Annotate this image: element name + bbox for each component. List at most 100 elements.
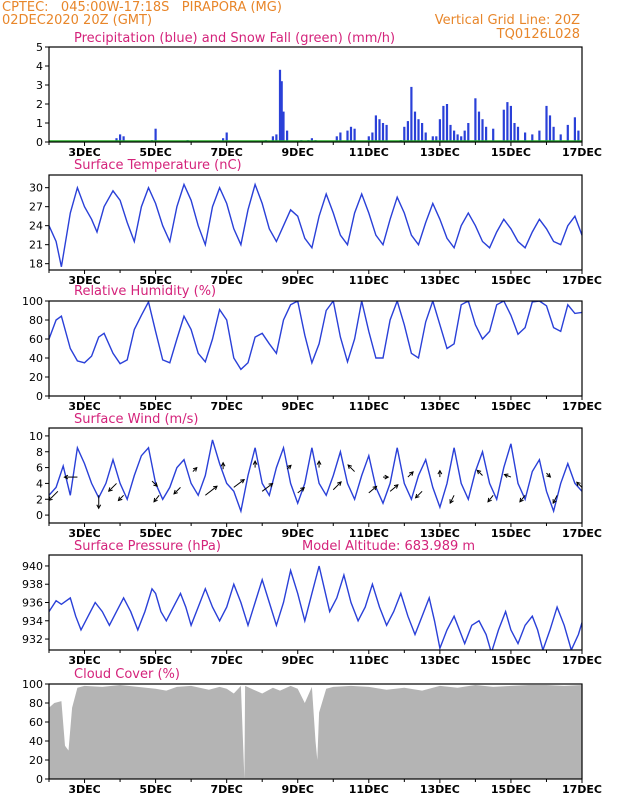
wind-vector-12: [252, 460, 258, 468]
wind-vector-shaft: [261, 483, 273, 492]
wind-vector-shaft: [233, 479, 245, 488]
wind-vector-shaft: [118, 494, 124, 501]
temperature-xtick-label: 7DEC: [210, 274, 242, 287]
pressure-xtick-label: 13DEC: [420, 654, 460, 667]
wind-vector-21: [389, 484, 399, 492]
precip-bar-0: [115, 138, 118, 142]
precip-bar-20: [339, 132, 342, 142]
temperature-xtick-label: 15DEC: [491, 274, 531, 287]
precip-bar-39: [435, 136, 438, 142]
pressure-xtick-label: 11DEC: [349, 654, 389, 667]
wind-vector-16: [316, 460, 322, 468]
wind-vector-head: [414, 493, 420, 499]
precip-xtick-label: 9DEC: [282, 146, 314, 159]
precip-bar-61: [538, 130, 541, 142]
pressure-xtick-label: 17DEC: [562, 654, 602, 667]
header-grid-note: Vertical Grid Line: 20Z: [434, 13, 580, 28]
precip-bar-11: [278, 69, 282, 142]
wind-vector-18: [347, 464, 355, 472]
precip-bar-57: [513, 123, 516, 142]
precip-bar-38: [431, 136, 434, 142]
wind-ytick-label: 4: [36, 477, 43, 490]
precip-bar-59: [524, 132, 527, 142]
precip-bar-32: [406, 121, 409, 142]
wind-vector-19: [368, 485, 378, 494]
humidity-ytick-label: 60: [29, 333, 43, 346]
wind-vector-shaft: [476, 469, 483, 476]
temperature-series-line: [49, 182, 582, 267]
wind-vector-shaft: [576, 481, 582, 488]
precip-panel: Precipitation (blue) and Snow Fall (gree…: [36, 31, 602, 159]
cloud-xtick-label: 15DEC: [491, 783, 531, 796]
wind-vector-head: [213, 485, 218, 491]
pressure-ytick-label: 938: [22, 578, 43, 591]
wind-vector-7: [173, 487, 181, 495]
wind-ytick-label: 6: [36, 462, 43, 475]
temperature-ytick-label: 24: [29, 220, 43, 233]
wind-vector-30: [546, 472, 552, 478]
wind-vector-31: [552, 495, 558, 505]
precip-xtick-label: 3DEC: [68, 146, 100, 159]
precip-bar-47: [463, 130, 466, 142]
precip-bar-49: [474, 98, 477, 142]
cloud-xtick-label: 13DEC: [420, 783, 460, 796]
temperature-xtick-label: 3DEC: [68, 274, 100, 287]
temperature-plot-area: [49, 182, 582, 267]
wind-vector-28: [503, 473, 512, 478]
cloud-xtick-label: 17DEC: [562, 783, 602, 796]
wind-vector-head: [384, 474, 390, 480]
temperature-title: Surface Temperature (nC): [74, 158, 242, 173]
wind-ytick-label: 10: [29, 430, 43, 443]
wind-vector-head: [117, 496, 123, 502]
precip-bar-43: [449, 124, 452, 142]
cloud-ytick-label: 0: [36, 773, 43, 786]
wind-vector-head: [409, 471, 414, 476]
wind-vector-head: [107, 487, 113, 492]
wind-vector-shaft: [153, 494, 160, 503]
wind-vector-head: [437, 469, 443, 475]
cloud-xtick-label: 5DEC: [139, 783, 171, 796]
cloud-cover-area: [49, 685, 582, 779]
humidity-xtick-label: 15DEC: [491, 400, 531, 413]
wind-xtick-label: 3DEC: [68, 527, 100, 540]
precip-ytick-label: 5: [36, 41, 43, 54]
wind-vector-shaft: [487, 494, 494, 503]
cloud-ytick-label: 40: [29, 735, 43, 748]
wind-vector-head: [546, 473, 552, 478]
wind-vector-head: [240, 478, 246, 484]
humidity-xtick-label: 5DEC: [139, 400, 171, 413]
humidity-xtick-label: 17DEC: [562, 400, 602, 413]
wind-xtick-label: 9DEC: [282, 527, 314, 540]
wind-vector-head: [487, 497, 492, 503]
wind-vector-head: [347, 464, 353, 470]
precip-ytick-label: 1: [36, 117, 43, 130]
precip-bar-35: [417, 119, 420, 142]
wind-vector-20: [383, 474, 390, 480]
precip-bar-60: [531, 134, 534, 142]
precip-bar-31: [403, 126, 406, 142]
precip-xtick-label: 11DEC: [349, 146, 389, 159]
precip-bar-51: [481, 119, 484, 142]
pressure-series-line: [49, 565, 582, 650]
wind-vector-1: [63, 474, 78, 480]
wind-vector-32: [576, 481, 582, 488]
precip-bar-12: [280, 81, 283, 142]
wind-vector-head: [96, 504, 102, 510]
temperature-ytick-label: 27: [29, 201, 43, 214]
temperature-panel: Surface Temperature (nC) 18 21 24 27 30 3DEC 5D…: [29, 158, 602, 287]
temperature-xtick-label: 11DEC: [349, 274, 389, 287]
wind-vector-17: [332, 481, 342, 491]
wind-vector-shaft: [332, 481, 342, 491]
humidity-ytick-label: 100: [22, 295, 43, 308]
precip-bar-58: [516, 126, 520, 142]
temperature-xtick-label: 9DEC: [282, 274, 314, 287]
cloud-frame: [48, 683, 583, 780]
wind-vector-2: [96, 495, 102, 510]
wind-vector-shaft: [407, 471, 414, 478]
humidity-ytick-label: 0: [36, 390, 43, 403]
header-run-date: 02DEC2020 20Z (GMT): [2, 13, 153, 28]
humidity-frame: [48, 300, 583, 397]
humidity-xtick-label: 13DEC: [420, 400, 460, 413]
precip-bar-65: [559, 134, 562, 142]
humidity-ytick-label: 20: [29, 371, 43, 384]
